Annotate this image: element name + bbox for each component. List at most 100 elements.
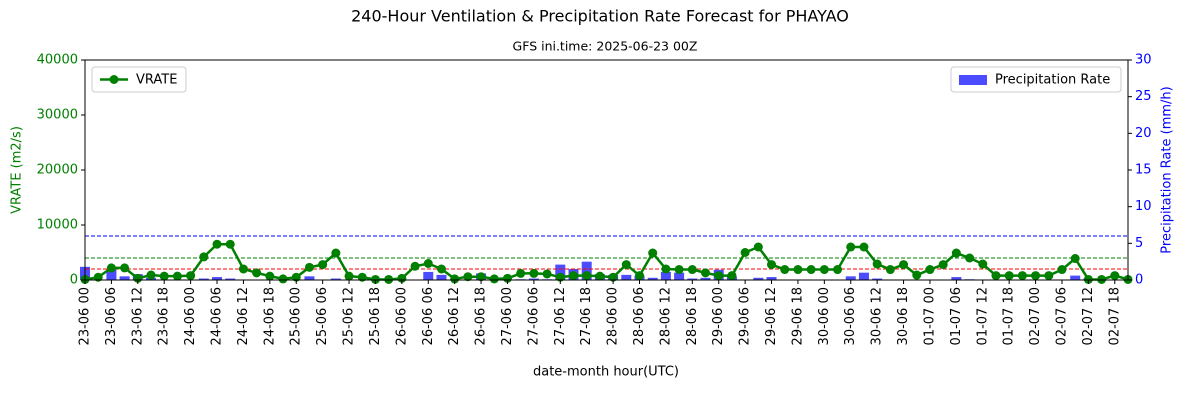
point (304, 262, 314, 272)
bar (766, 277, 777, 280)
point (635, 271, 645, 281)
x-tick-label: 23-06 06 (104, 287, 119, 345)
point (687, 265, 697, 275)
x-tick-label: 25-06 18 (368, 287, 383, 345)
x-tick-label: 29-06 18 (790, 287, 805, 345)
point (899, 260, 909, 270)
point (767, 260, 777, 270)
x-tick-label: 26-06 00 (394, 287, 409, 345)
point (120, 263, 130, 273)
point (833, 265, 843, 275)
x-tick-label: 24-06 00 (183, 287, 198, 345)
point (1083, 274, 1093, 284)
point (529, 268, 539, 278)
point (938, 260, 948, 270)
point (978, 259, 988, 269)
x-tick-label: 26-06 12 (447, 287, 462, 345)
point (714, 271, 724, 281)
bar (106, 269, 117, 280)
point (819, 265, 829, 275)
point (674, 265, 684, 275)
y2-tick-label: 0 (1135, 273, 1143, 288)
bar (423, 271, 434, 280)
x-tick-label: 25-06 06 (315, 287, 330, 345)
legend-swatch (109, 75, 119, 84)
point (951, 248, 961, 258)
bar (753, 277, 764, 280)
bar (621, 274, 632, 280)
point (793, 265, 803, 275)
bar (330, 278, 341, 280)
point (384, 274, 394, 284)
point (1031, 271, 1041, 281)
y2-tick-label: 15 (1135, 163, 1152, 178)
point (1017, 271, 1027, 281)
y-tick-label: 20000 (37, 163, 78, 178)
bar (872, 278, 883, 280)
point (872, 259, 882, 269)
x-tick-label: 23-06 18 (157, 287, 172, 345)
bar (198, 278, 209, 280)
y-tick-label: 0 (70, 273, 78, 288)
chart-subtitle: GFS ini.time: 2025-06-23 00Z (513, 39, 698, 54)
point (370, 274, 380, 284)
point (450, 274, 460, 284)
point (701, 268, 711, 278)
x-tick-label: 29-06 06 (738, 287, 753, 345)
point (965, 253, 975, 263)
point (885, 265, 895, 275)
x-tick-label: 28-06 06 (632, 287, 647, 345)
point (238, 264, 248, 274)
point (516, 268, 526, 278)
point (410, 261, 420, 271)
bar (1070, 275, 1081, 280)
bar (304, 276, 315, 280)
chart-title: 240-Hour Ventilation & Precipitation Rat… (351, 7, 849, 26)
y2-tick-label: 5 (1135, 236, 1143, 251)
point (925, 265, 935, 275)
x-tick-label: 27-06 12 (553, 287, 568, 345)
point (106, 263, 116, 273)
x-tick-label: 27-06 18 (579, 287, 594, 345)
x-tick-label: 01-07 18 (1002, 287, 1017, 345)
point (542, 269, 552, 279)
x-tick-label: 28-06 12 (658, 287, 673, 345)
x-tick-label: 25-06 12 (342, 287, 357, 345)
point (159, 271, 169, 281)
point (1057, 265, 1067, 275)
point (265, 271, 275, 281)
bar (212, 277, 223, 280)
point (661, 264, 671, 274)
point (1097, 274, 1107, 284)
point (463, 272, 473, 282)
x-tick-label: 30-06 00 (817, 287, 832, 345)
point (212, 239, 222, 249)
point (595, 271, 605, 281)
point (859, 242, 869, 252)
bar (119, 276, 130, 280)
x-tick-label: 28-06 00 (606, 287, 621, 345)
x-tick-label: 30-06 06 (843, 287, 858, 345)
x-tick-label: 27-06 06 (526, 287, 541, 345)
point (753, 242, 763, 252)
legend-label: Precipitation Rate (995, 73, 1110, 88)
point (991, 271, 1001, 281)
x-tick-label: 26-06 06 (421, 287, 436, 345)
y-tick-label: 30000 (37, 108, 78, 123)
point (278, 274, 288, 284)
x-tick-label: 27-06 00 (500, 287, 515, 345)
point (1044, 271, 1054, 281)
x-tick-label: 26-06 18 (474, 287, 489, 345)
point (199, 252, 209, 262)
point (172, 271, 182, 281)
legend-label: VRATE (136, 73, 177, 88)
x-tick-label: 02-07 12 (1081, 287, 1096, 345)
bar (858, 272, 869, 280)
point (1070, 254, 1080, 264)
x-tick-label: 29-06 12 (764, 287, 779, 345)
plot-frame (84, 59, 1129, 281)
point (252, 268, 262, 278)
x-tick-label: 02-07 00 (1028, 287, 1043, 345)
x-tick-label: 23-06 00 (78, 287, 93, 345)
x-tick-label: 01-07 06 (949, 287, 964, 345)
